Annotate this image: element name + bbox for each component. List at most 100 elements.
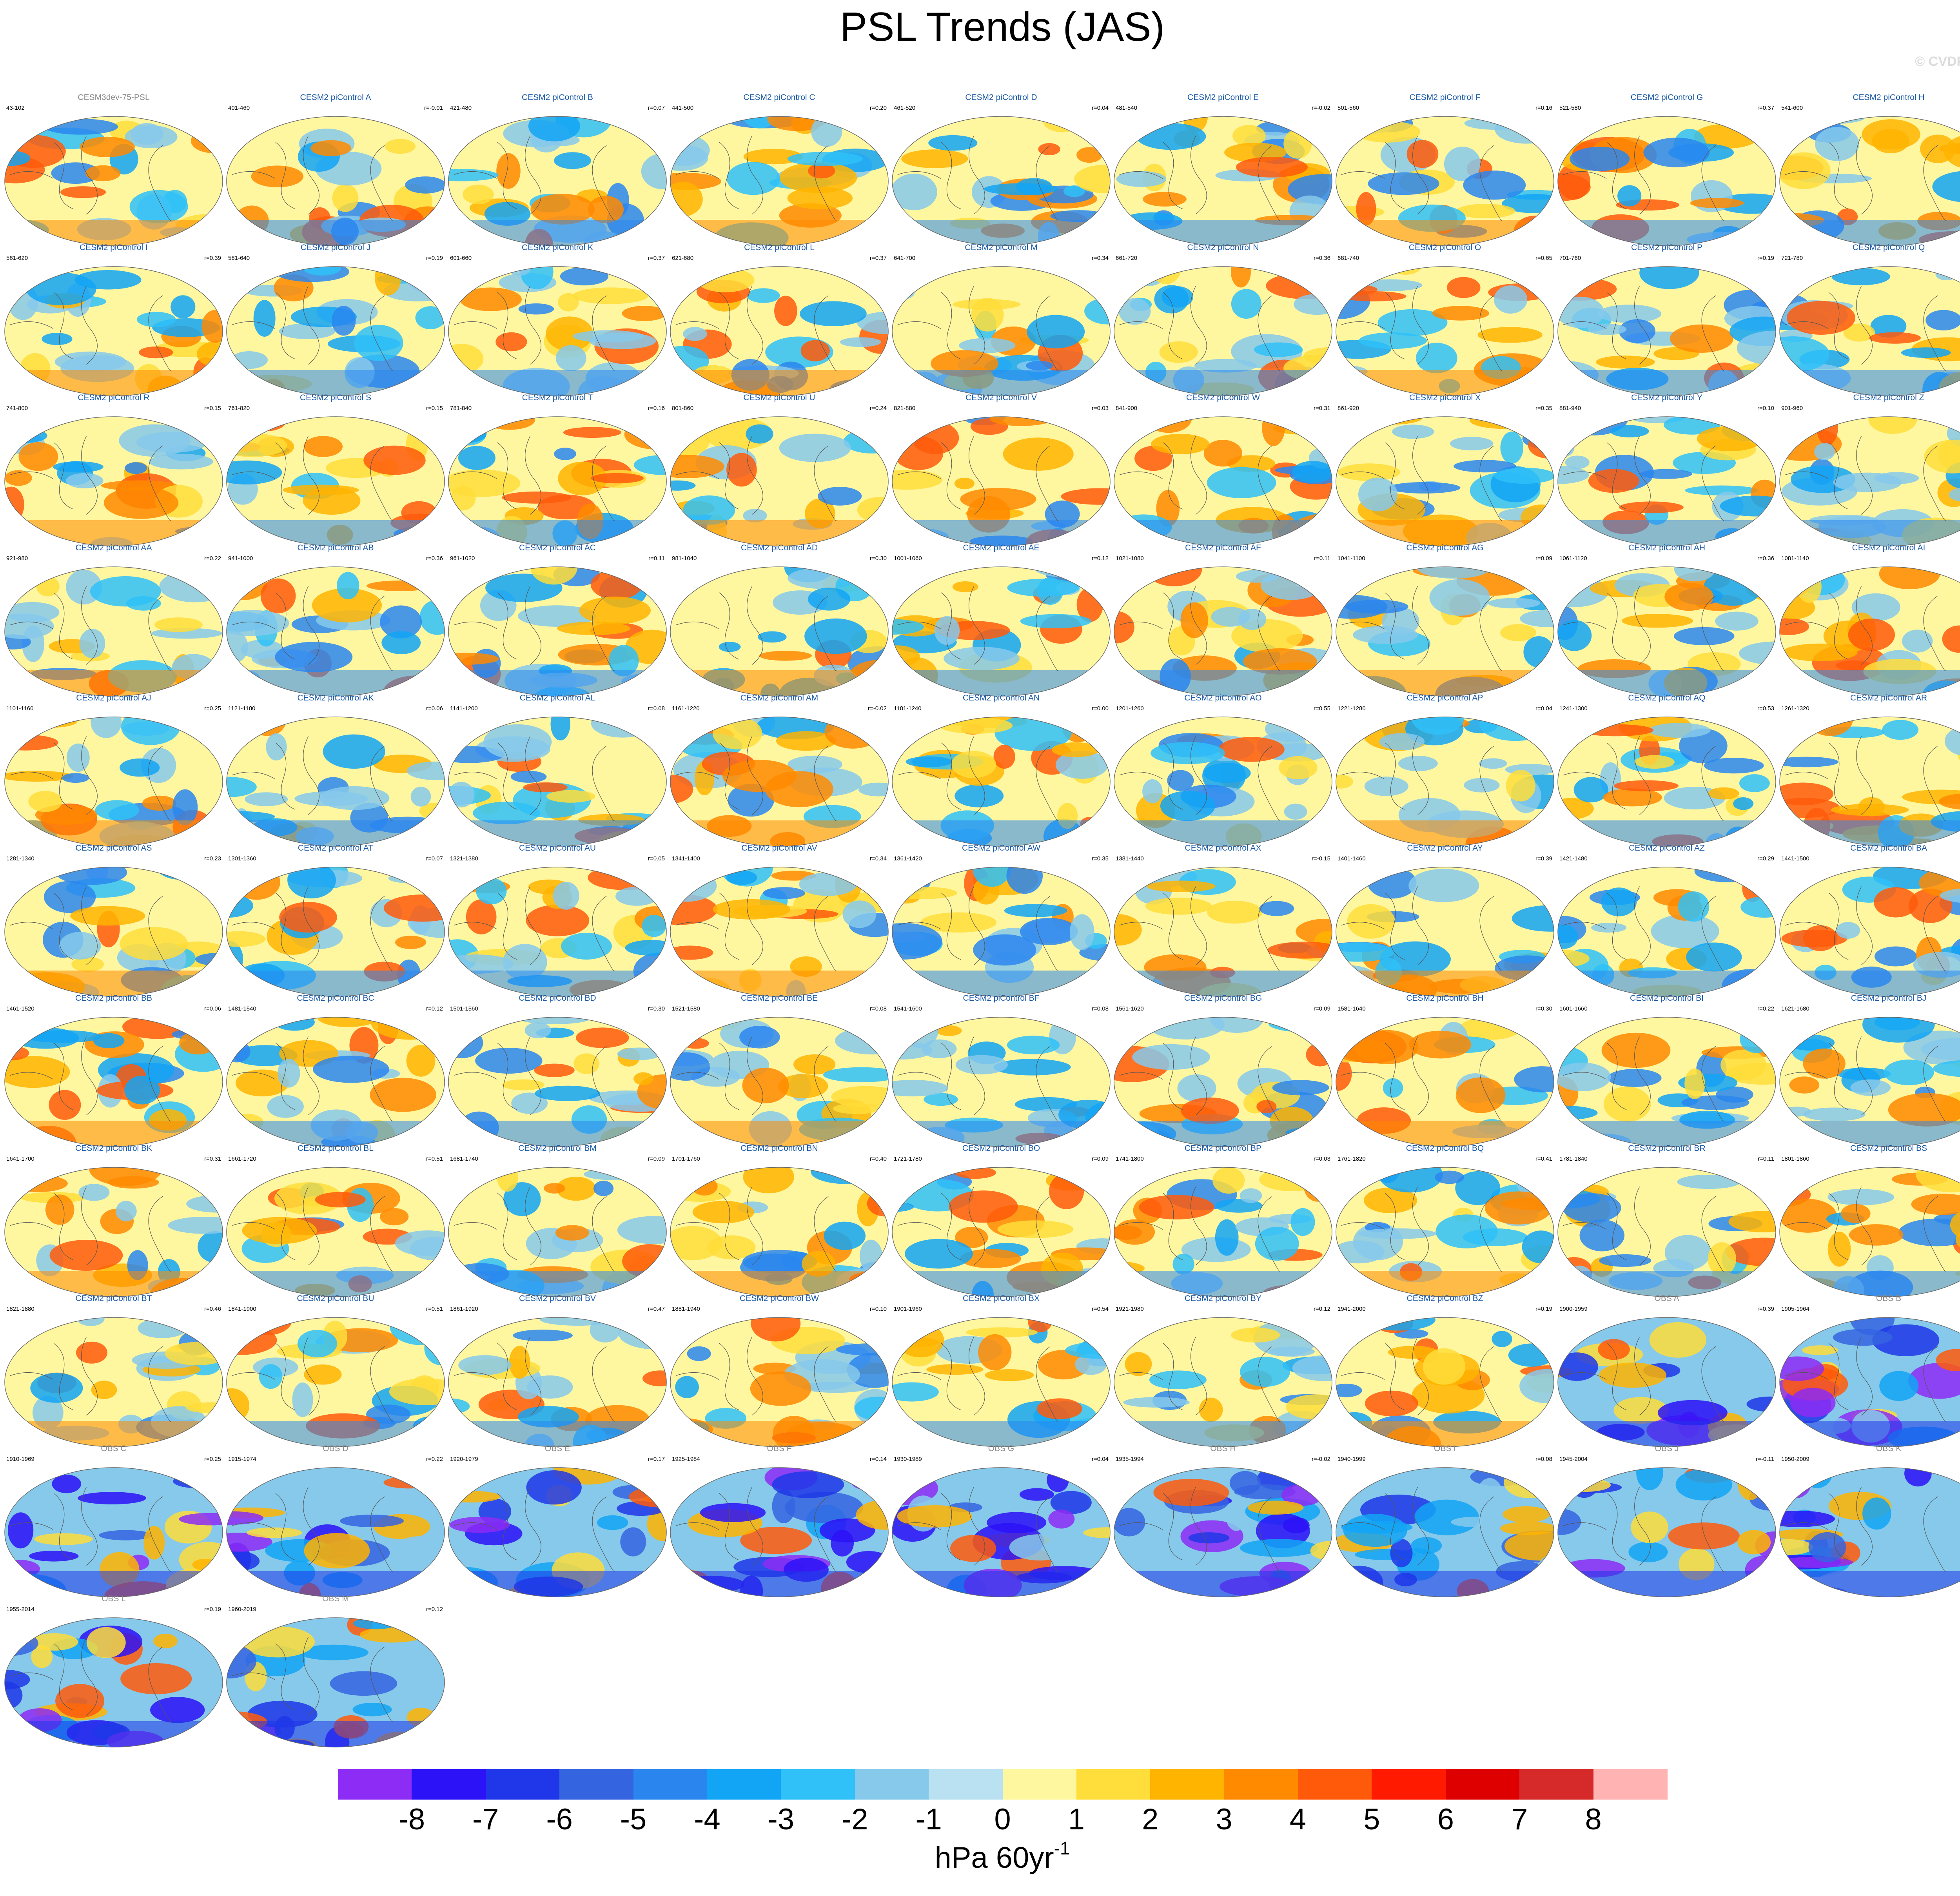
field-region	[1648, 723, 1711, 738]
panel-title: OBS G	[988, 1444, 1014, 1453]
field-region	[800, 340, 830, 361]
field-region	[1464, 778, 1500, 793]
field-region	[750, 1371, 811, 1406]
map-outline	[4, 1467, 223, 1597]
field-region	[1423, 1348, 1466, 1385]
projection-map	[226, 116, 445, 246]
field-region	[1236, 157, 1308, 178]
field-region	[158, 867, 207, 880]
map-panel: CESM2 piControl AY 1401-1460 r=0.39	[1335, 844, 1555, 997]
panel-correlation: r=0.30	[1535, 1005, 1552, 1012]
field-region	[700, 1503, 766, 1522]
field-region	[590, 473, 644, 484]
map-panel: CESM2 piControl N 661-720 r=0.36	[1113, 243, 1333, 396]
field-region	[383, 1477, 434, 1489]
field-region	[187, 1618, 212, 1633]
field-region	[80, 136, 135, 157]
field-region	[1740, 896, 1776, 918]
coastlines	[1341, 1036, 1502, 1121]
map-outline	[1779, 1317, 1960, 1447]
field-region	[149, 454, 214, 470]
field-region	[1920, 1038, 1960, 1061]
panel-title: CESM2 piControl AA	[75, 543, 152, 552]
field-region	[1336, 775, 1353, 789]
field-region	[1492, 1331, 1512, 1347]
panel-correlation: r=0.19	[426, 255, 443, 261]
field-region	[546, 790, 595, 803]
field-region	[544, 1183, 565, 1194]
map-outline	[226, 1467, 445, 1597]
field-region	[928, 135, 978, 151]
field-region	[1114, 1508, 1145, 1537]
coastlines	[675, 736, 837, 821]
field-region	[647, 818, 666, 845]
field-region	[380, 605, 422, 639]
field-region	[1488, 598, 1541, 609]
panel-correlation: r=0.08	[1535, 1456, 1552, 1462]
field-region	[1789, 1076, 1820, 1094]
map-panel: CESM2 piControl BE 1521-1580 r=0.08	[670, 994, 889, 1147]
colorbar-box	[1150, 1769, 1225, 1800]
field-region	[1715, 611, 1759, 631]
field-region	[670, 480, 696, 491]
map-outline	[1336, 1167, 1554, 1297]
map-outline	[1779, 416, 1960, 546]
field-region	[997, 1220, 1074, 1238]
panel-title: CESM2 piControl BA	[1850, 844, 1927, 853]
field-region	[804, 618, 867, 654]
panel-years: 881-940	[1559, 405, 1581, 412]
field-region	[670, 455, 724, 478]
field-region	[1604, 1086, 1651, 1122]
field-region	[475, 1048, 543, 1074]
field-region	[1924, 440, 1960, 474]
panel-correlation: r=0.53	[1757, 705, 1774, 712]
coastlines	[1341, 1337, 1502, 1422]
colorbar-tick-label: -1	[915, 1803, 942, 1836]
map-outline	[670, 416, 889, 546]
coastlines	[1341, 286, 1502, 371]
coastlines	[10, 136, 171, 221]
field-region	[579, 596, 651, 625]
field-region	[179, 1513, 223, 1526]
field-region	[1020, 918, 1078, 945]
field-region	[558, 293, 579, 312]
map-outline	[448, 1467, 667, 1597]
panel-title: CESM2 piControl Z	[1853, 393, 1924, 402]
field-region	[1118, 298, 1151, 325]
field-region	[1617, 185, 1642, 207]
field-region	[1450, 437, 1494, 451]
field-region	[554, 447, 576, 460]
coastlines	[1119, 286, 1280, 371]
map-outline	[226, 416, 445, 546]
map-panel: CESM2 piControl AG 1041-1100 r=0.09	[1335, 543, 1555, 697]
field-region	[1514, 1066, 1554, 1092]
field-region	[892, 923, 942, 960]
field-region	[1504, 1531, 1554, 1561]
field-region	[1725, 1237, 1776, 1266]
panel-correlation: r=0.11	[1758, 1156, 1774, 1162]
field-region	[1690, 198, 1744, 209]
field-region	[763, 887, 806, 899]
map-panel: CESM2 piControl W 841-900 r=0.31	[1113, 393, 1333, 546]
colorbar-box	[1445, 1769, 1520, 1800]
field-region	[892, 173, 937, 210]
field-region	[1697, 426, 1764, 452]
field-region	[1841, 1204, 1871, 1223]
field-region	[767, 116, 827, 131]
field-region	[484, 202, 531, 226]
field-region	[1446, 277, 1481, 298]
field-region	[1938, 793, 1960, 810]
field-region	[561, 933, 612, 960]
field-region	[892, 1125, 924, 1142]
panel-title: CESM2 piControl X	[1409, 393, 1481, 402]
coastlines	[1785, 286, 1946, 371]
panel-years: 981-1040	[672, 555, 697, 562]
panel-years: 1925-1984	[672, 1456, 700, 1462]
field-region	[971, 298, 1004, 332]
field-region	[517, 605, 596, 627]
southern-ocean-band	[448, 1571, 666, 1597]
field-region	[1336, 1240, 1385, 1264]
panel-correlation: r=0.24	[870, 405, 887, 412]
